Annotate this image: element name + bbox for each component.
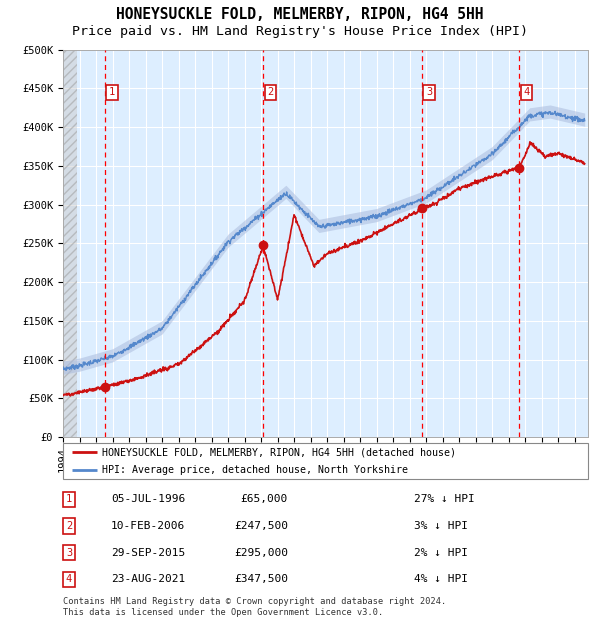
- Text: 3: 3: [426, 87, 432, 97]
- Text: HONEYSUCKLE FOLD, MELMERBY, RIPON, HG4 5HH: HONEYSUCKLE FOLD, MELMERBY, RIPON, HG4 5…: [116, 7, 484, 22]
- Text: 29-SEP-2015: 29-SEP-2015: [111, 547, 185, 558]
- Text: £247,500: £247,500: [234, 521, 288, 531]
- Bar: [63, 50, 77, 437]
- Text: Price paid vs. HM Land Registry's House Price Index (HPI): Price paid vs. HM Land Registry's House …: [72, 25, 528, 38]
- Text: 23-AUG-2021: 23-AUG-2021: [111, 574, 185, 585]
- Text: 1: 1: [109, 87, 115, 97]
- Text: 2: 2: [267, 87, 274, 97]
- Text: HONEYSUCKLE FOLD, MELMERBY, RIPON, HG4 5HH (detached house): HONEYSUCKLE FOLD, MELMERBY, RIPON, HG4 5…: [103, 448, 457, 458]
- Text: 1: 1: [66, 494, 72, 505]
- Text: Contains HM Land Registry data © Crown copyright and database right 2024.
This d: Contains HM Land Registry data © Crown c…: [63, 598, 446, 617]
- Text: £295,000: £295,000: [234, 547, 288, 558]
- Text: £347,500: £347,500: [234, 574, 288, 585]
- Text: 3% ↓ HPI: 3% ↓ HPI: [414, 521, 468, 531]
- Text: 2% ↓ HPI: 2% ↓ HPI: [414, 547, 468, 558]
- Text: £65,000: £65,000: [241, 494, 288, 505]
- Text: 3: 3: [66, 547, 72, 558]
- Text: 2: 2: [66, 521, 72, 531]
- Text: 4% ↓ HPI: 4% ↓ HPI: [414, 574, 468, 585]
- Text: 10-FEB-2006: 10-FEB-2006: [111, 521, 185, 531]
- Text: 27% ↓ HPI: 27% ↓ HPI: [414, 494, 475, 505]
- Text: 4: 4: [66, 574, 72, 585]
- Text: 05-JUL-1996: 05-JUL-1996: [111, 494, 185, 505]
- Text: HPI: Average price, detached house, North Yorkshire: HPI: Average price, detached house, Nort…: [103, 464, 409, 475]
- FancyBboxPatch shape: [63, 443, 588, 479]
- Text: 4: 4: [524, 87, 530, 97]
